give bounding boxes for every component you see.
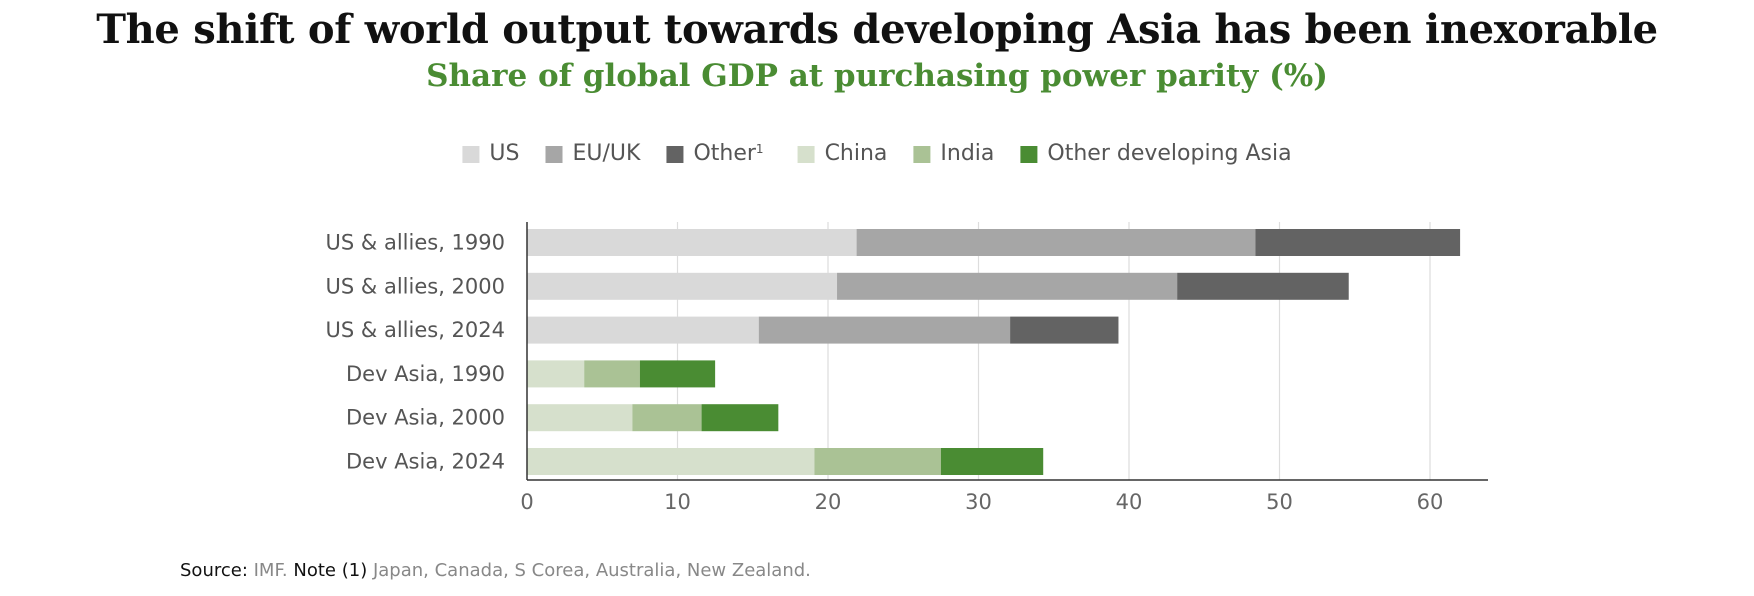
bar-other-us-allies-2024: [1010, 316, 1119, 344]
bar-other-us-allies-2000: [1177, 272, 1349, 300]
legend-label: Other1: [693, 141, 763, 166]
note-label: Note (1): [293, 560, 368, 581]
x-tick-label: 0: [520, 490, 533, 514]
bar-china-dev-asia-1990: [527, 360, 585, 388]
bar-china-dev-asia-2024: [527, 448, 815, 475]
x-tick-label: 50: [1266, 490, 1293, 514]
bars: [527, 229, 1461, 475]
bar-other-developing-asia-dev-asia-2000: [701, 404, 779, 432]
axes: [526, 222, 1488, 481]
category-label: Dev Asia, 2000: [346, 406, 505, 430]
bar-us-us-allies-1990: [527, 229, 857, 256]
bar-other-developing-asia-dev-asia-1990: [639, 360, 716, 388]
bar-us-us-allies-2000: [527, 272, 838, 300]
source-text: IMF.: [253, 560, 288, 581]
category-labels: US & allies, 1990 US & allies, 2000 US & a…: [326, 231, 505, 474]
legend-item-india: India: [913, 141, 994, 166]
category-label: US & allies, 2000: [326, 274, 505, 298]
legend-label: Other developing Asia: [1047, 141, 1291, 166]
category-label: US & allies, 2024: [326, 318, 505, 342]
bar-india-dev-asia-1990: [584, 360, 640, 388]
source-note: Source: IMF. Note (1) Japan, Canada, S C…: [180, 560, 811, 581]
legend-swatch: [913, 146, 931, 163]
x-tick-labels: 0 10 20 30 40 50 60: [520, 490, 1443, 514]
legend-item-china: China: [797, 141, 888, 166]
legend-item-other: Other1: [666, 141, 764, 166]
legend-label: India: [940, 141, 994, 166]
bar-china-dev-asia-2000: [527, 404, 633, 432]
legend-superscript: 1: [756, 142, 764, 156]
legend: US EU/UK Other1 China India Other developing …: [462, 141, 1292, 166]
category-label: Dev Asia, 1990: [346, 362, 505, 386]
x-tick-label: 10: [664, 490, 691, 514]
category-label: Dev Asia, 2024: [346, 450, 505, 474]
bar-india-dev-asia-2024: [814, 448, 941, 475]
gridlines: [676, 222, 1431, 480]
legend-label: US: [489, 141, 519, 166]
bar-other-us-allies-1990: [1255, 229, 1461, 256]
x-tick-label: 20: [815, 490, 842, 514]
bar-india-dev-asia-2000: [632, 404, 702, 432]
bar-eu-uk-us-allies-1990: [856, 229, 1256, 256]
x-tick-label: 40: [1116, 490, 1143, 514]
bar-other-developing-asia-dev-asia-2024: [940, 448, 1044, 475]
x-tick-label: 30: [965, 490, 992, 514]
legend-swatch: [666, 146, 684, 163]
legend-item-other-developing-asia: Other developing Asia: [1020, 141, 1292, 166]
legend-swatch: [545, 146, 563, 163]
note-text: Japan, Canada, S Corea, Australia, New Z…: [372, 560, 811, 581]
source-label: Source:: [180, 560, 248, 581]
bar-us-us-allies-2024: [527, 316, 759, 344]
legend-swatch: [797, 146, 815, 163]
legend-swatch: [1020, 146, 1038, 163]
legend-swatch: [462, 146, 480, 163]
legend-label: EU/UK: [573, 141, 642, 166]
legend-item-us: US: [462, 141, 520, 166]
x-tick-label: 60: [1417, 490, 1444, 514]
category-label: US & allies, 1990: [326, 231, 505, 255]
legend-label: China: [825, 141, 888, 166]
bar-eu-uk-us-allies-2024: [758, 316, 1011, 344]
legend-item-eu-uk: EU/UK: [545, 141, 642, 166]
chart-title: The shift of world output towards develo…: [96, 6, 1658, 53]
bar-eu-uk-us-allies-2000: [837, 272, 1178, 300]
chart-subtitle: Share of global GDP at purchasing power …: [426, 58, 1328, 94]
